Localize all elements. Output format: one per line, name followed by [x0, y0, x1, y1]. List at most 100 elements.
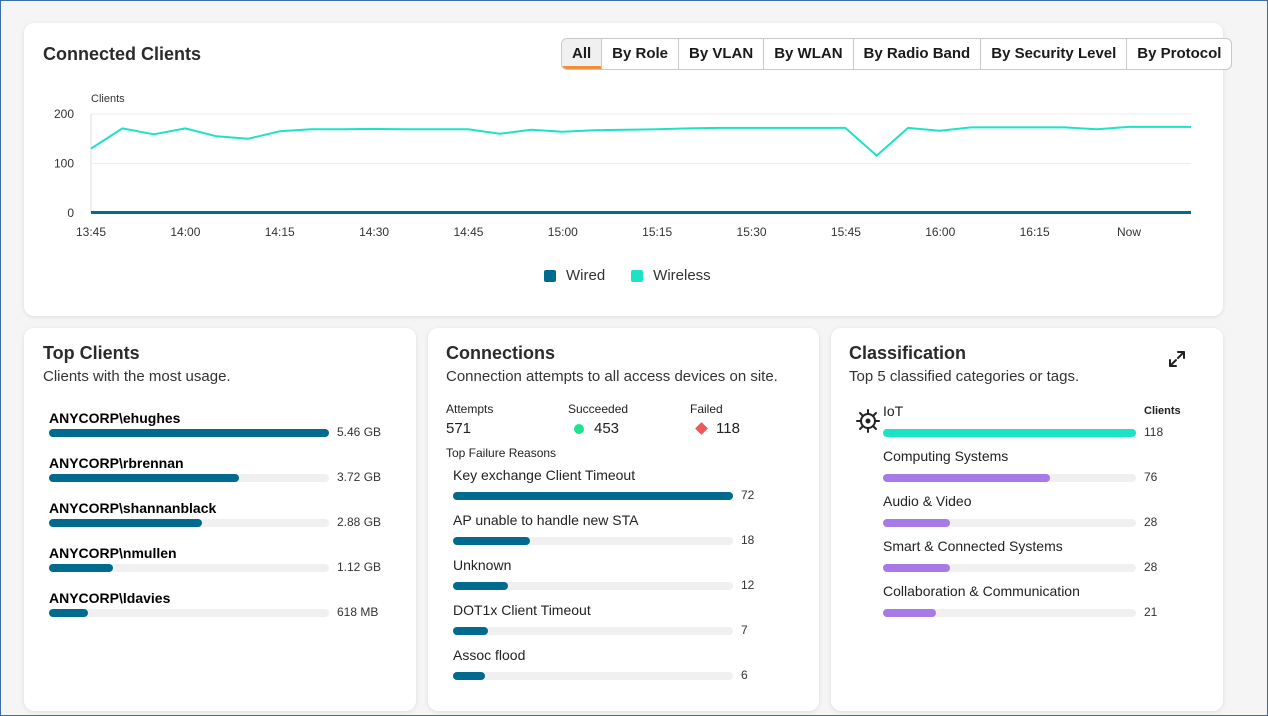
failure-reason-row-bar-fill [453, 627, 488, 635]
classification-row-bar-fill [883, 429, 1136, 437]
classification-row-bar-track [883, 429, 1136, 437]
failure-reason-row-value: 18 [741, 533, 755, 547]
failed-label: Failed [690, 402, 723, 416]
top-client-row-label: ANYCORP\ehughes [49, 410, 181, 426]
top-client-row-label: ANYCORP\shannanblack [49, 500, 217, 516]
attempts-label: Attempts [446, 402, 494, 416]
classification-row-bar-fill [883, 609, 937, 617]
failure-reason-row-label: DOT1x Client Timeout [453, 602, 591, 618]
tab-by-radio-band[interactable]: By Radio Band [854, 39, 982, 69]
iot-icon [855, 408, 881, 434]
connections-subtitle: Connection attempts to all access device… [446, 368, 778, 385]
succeeded-dot-icon [574, 423, 584, 434]
succeeded-value: 453 [594, 420, 620, 437]
x-tick-label: Now [1117, 225, 1141, 239]
top-clients-subtitle: Clients with the most usage. [43, 368, 231, 385]
failure-reason-row-bar-fill [453, 537, 530, 545]
failed-diamond-icon [695, 422, 708, 435]
legend-wired-label: Wired [566, 267, 606, 284]
classification-row-label: Smart & Connected Systems [883, 538, 1063, 554]
clients-line-chart: Clients 0 100 200 13:45 14:00 14:15 14:30 14:45 1… [54, 93, 1191, 239]
classification-row-label: Collaboration & Communication [883, 583, 1080, 599]
legend-item-wired[interactable]: Wired [544, 267, 605, 284]
x-tick-label: 16:00 [925, 225, 955, 239]
x-tick-label: 14:45 [453, 225, 483, 239]
failure-reason-row-label: Key exchange Client Timeout [453, 467, 636, 483]
x-tick-label: 13:45 [76, 225, 106, 239]
top-client-row-value: 618 MB [337, 605, 379, 619]
classification-row-value: 76 [1144, 470, 1158, 484]
failure-reason-row-value: 6 [741, 668, 748, 682]
failure-reason-row-value: 12 [741, 578, 755, 592]
connections-title: Connections [446, 343, 556, 363]
y-tick-label: 200 [54, 107, 74, 121]
legend-wired-swatch [544, 269, 556, 282]
x-tick-label: 15:30 [737, 225, 767, 239]
classification-row-bar-track [883, 519, 1136, 527]
top-client-row-bar-track [49, 609, 329, 617]
tab-by-protocol[interactable]: By Protocol [1137, 45, 1222, 62]
top-client-row-bar-track [49, 564, 329, 572]
failure-reason-row-value: 72 [741, 488, 755, 502]
failure-reason-row-bar-track [453, 627, 733, 635]
x-tick-label: 14:00 [170, 225, 200, 239]
failure-reason-row-label: Assoc flood [453, 647, 526, 663]
classification-row-label: Computing Systems [883, 448, 1009, 464]
series-line-wireless [90, 125, 1191, 157]
failure-reason-row-bar-fill [453, 492, 733, 500]
legend-wireless-label: Wireless [653, 267, 711, 284]
failure-reason-row-value: 7 [741, 623, 748, 637]
legend-item-wireless[interactable]: Wireless [631, 267, 711, 284]
top-client-row-value: 3.72 GB [337, 470, 382, 484]
chart-legend: Wired Wireless [544, 267, 711, 284]
connections-card: Connections Connection attempts to all a… [428, 328, 819, 711]
tab-by-vlan[interactable]: By VLAN [679, 39, 765, 69]
failure-reason-row-label: AP unable to handle new STA [453, 512, 639, 528]
top-client-row-bar-track [49, 429, 329, 437]
x-tick-label: 14:30 [359, 225, 389, 239]
top-client-row-label: ANYCORP\rbrennan [49, 455, 184, 471]
top-client-row-bar-track [49, 474, 329, 482]
top-client-row-bar-fill [49, 609, 89, 617]
failure-reason-row-bar-track [453, 492, 733, 500]
top-client-row-value: 5.46 GB [337, 425, 382, 439]
top-client-row-value: 2.88 GB [337, 515, 382, 529]
top-client-row-label: ANYCORP\ldavies [49, 590, 171, 606]
classification-row-bar-track [883, 474, 1136, 482]
failure-reason-row-bar-track [453, 672, 733, 680]
top-client-row-value: 1.12 GB [337, 560, 382, 574]
classification-row-label: Audio & Video [883, 493, 972, 509]
x-tick-label: 14:15 [265, 225, 295, 239]
classification-row-bar-track [883, 564, 1136, 572]
x-tick-label: 16:15 [1020, 225, 1050, 239]
classification-row-value: 21 [1144, 605, 1158, 619]
top-client-row-bar-fill [49, 564, 114, 572]
top-client-row-bar-track [49, 519, 329, 527]
classification-row-label: IoT [883, 403, 904, 419]
expand-icon[interactable] [1167, 349, 1187, 369]
tab-all[interactable]: All [562, 39, 603, 69]
succeeded-label: Succeeded [568, 402, 629, 416]
classification-row-bar-fill [883, 474, 1050, 482]
tab-by-role[interactable]: By Role [602, 39, 680, 69]
top-client-row-bar-fill [49, 519, 202, 527]
tab-by-security-level[interactable]: By Security Level [981, 39, 1128, 69]
failure-reasons-title: Top Failure Reasons [446, 446, 557, 460]
classification-row-value: 28 [1144, 560, 1158, 574]
classification-row-bar-fill [883, 519, 951, 527]
y-tick-label: 100 [54, 157, 74, 171]
failed-value: 118 [716, 420, 740, 437]
y-axis-label: Clients [91, 93, 125, 105]
classification-subtitle: Top 5 classified categories or tags. [849, 368, 1080, 385]
tab-by-wlan[interactable]: By WLAN [764, 39, 854, 69]
x-tick-label: 15:00 [548, 225, 578, 239]
failure-reason-row-label: Unknown [453, 557, 512, 573]
failure-reason-row-bar-fill [453, 672, 486, 680]
attempts-value: 571 [446, 420, 472, 437]
failed-stat: 118 [695, 420, 740, 437]
legend-wireless-swatch [631, 269, 644, 282]
failure-reason-row-bar-fill [453, 582, 508, 590]
top-client-row-label: ANYCORP\nmullen [49, 545, 177, 561]
succeeded-stat: 453 [574, 420, 619, 437]
